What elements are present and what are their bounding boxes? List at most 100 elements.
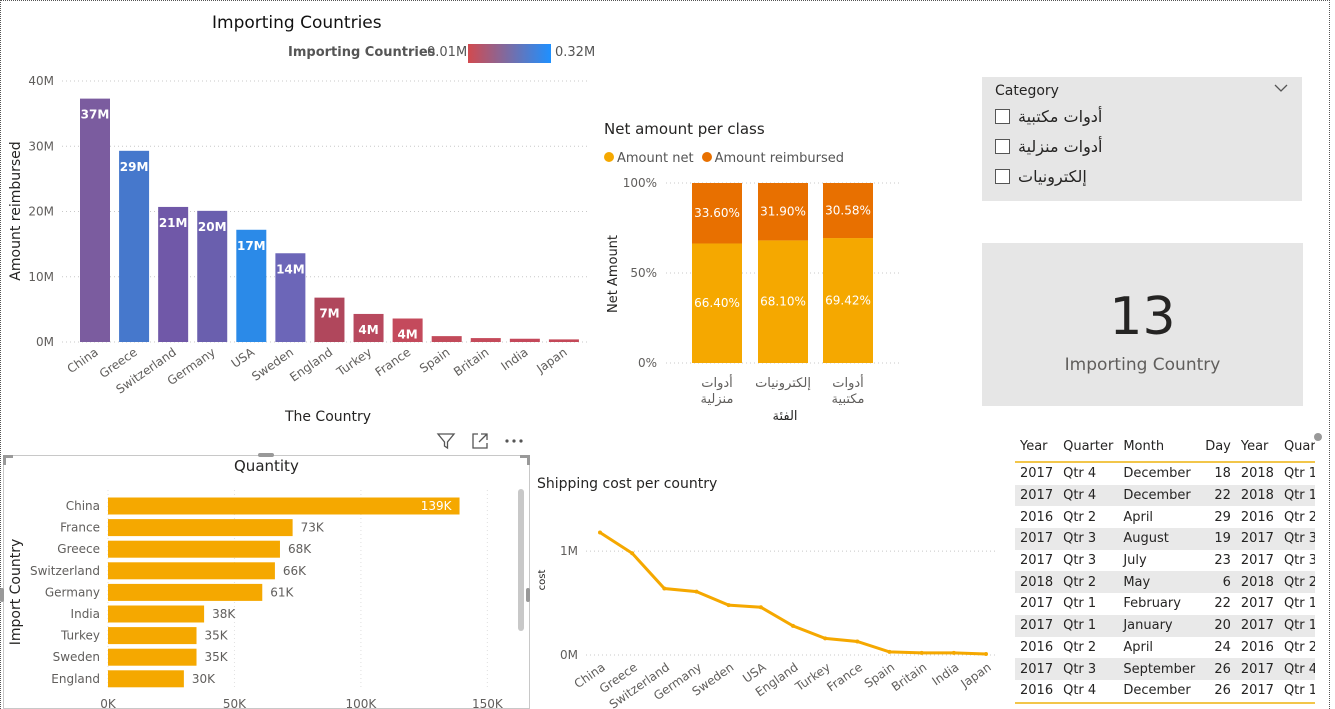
bar-data-label: 4M	[397, 328, 417, 342]
table-cell: 2017	[1235, 658, 1279, 680]
table-row[interactable]: 2016 Qtr 2 April 24 2016 Qtr 2	[1015, 637, 1315, 659]
bar[interactable]	[548, 339, 579, 342]
line-point[interactable]	[598, 530, 602, 535]
focus-mode-icon[interactable]	[470, 431, 490, 451]
table-cell: 2017	[1015, 614, 1059, 637]
legend-label: Amount reimbursed	[714, 151, 844, 166]
column-header[interactable]: Quarter	[1278, 432, 1315, 463]
bar[interactable]	[108, 562, 275, 580]
line-point[interactable]	[984, 651, 988, 656]
column-header[interactable]: Month	[1118, 432, 1201, 463]
bar[interactable]	[236, 229, 267, 342]
resize-handle[interactable]	[526, 588, 530, 602]
column-header[interactable]: Day	[1200, 432, 1236, 463]
y-tick-label: 30M	[28, 139, 54, 153]
checkbox[interactable]	[995, 108, 1010, 124]
more-options-icon[interactable]	[504, 431, 524, 451]
net-amount-chart: 0%50%100%66.40%33.60%أدواتمنزلية68.10%31…	[606, 176, 900, 424]
line-point[interactable]	[855, 639, 860, 644]
line-point[interactable]	[951, 650, 956, 655]
bar[interactable]	[392, 318, 423, 342]
stacked-bar-segment[interactable]	[692, 183, 742, 244]
table-row[interactable]: 2017 Qtr 1 January 20 2017 Qtr 1	[1015, 614, 1315, 637]
bar[interactable]	[353, 313, 384, 342]
table-cell: 2018	[1240, 466, 1274, 482]
table-row[interactable]: 2017 Qtr 3 August 19 2017 Qtr 3	[1015, 528, 1315, 550]
importing-legend-label: Importing Countries	[288, 45, 436, 60]
table-row[interactable]: 2017 Qtr 4 December 18 2018 Qtr 1	[1015, 462, 1315, 485]
chevron-down-icon[interactable]	[1274, 81, 1288, 95]
bar[interactable]	[108, 605, 205, 623]
checkbox[interactable]	[995, 138, 1010, 154]
column-header[interactable]: Year	[1235, 432, 1279, 463]
slicer-option[interactable]: أدوات مكتبية	[995, 105, 1102, 127]
line-point[interactable]	[887, 649, 892, 654]
scroll-indicator[interactable]	[1314, 433, 1322, 441]
line-point[interactable]	[662, 586, 667, 591]
net-legend-item[interactable]: Amount net	[604, 151, 694, 166]
resize-handle[interactable]	[0, 588, 4, 602]
table-cell: 2017	[1015, 528, 1059, 550]
table-row[interactable]: 2017 Qtr 4 December 22 2018 Qtr 1	[1015, 484, 1315, 507]
bar[interactable]	[108, 583, 263, 601]
series-line[interactable]	[599, 531, 987, 656]
net-chart-title: Net amount per class	[604, 120, 765, 138]
x-tick-label: 0K	[100, 697, 117, 709]
bar[interactable]	[275, 253, 306, 342]
table-row[interactable]: 2017 Qtr 3 September 26 2017 Qtr 4	[1015, 658, 1315, 680]
slicer-option[interactable]: أدوات منزلية	[995, 135, 1102, 157]
bar[interactable]	[108, 627, 197, 645]
stacked-bar-segment[interactable]	[758, 183, 808, 241]
stacked-bar-segment[interactable]	[823, 183, 873, 239]
scrollbar-thumb[interactable]	[518, 489, 524, 631]
bar[interactable]	[158, 206, 189, 342]
bar[interactable]	[80, 98, 110, 343]
bar-data-label: 61K	[270, 585, 294, 599]
line-point[interactable]	[630, 551, 635, 556]
resize-handle[interactable]	[258, 453, 274, 457]
line-point[interactable]	[694, 589, 699, 594]
bar[interactable]	[197, 210, 228, 342]
table-cell: Qtr 2	[1058, 571, 1119, 594]
bar[interactable]	[108, 519, 293, 537]
bar[interactable]	[470, 338, 501, 342]
bar[interactable]	[108, 648, 197, 666]
bar-data-label: 4M	[358, 323, 378, 337]
bar[interactable]	[108, 540, 280, 558]
line-point[interactable]	[919, 650, 924, 655]
table-cell: July	[1123, 553, 1147, 569]
table-cell: 2017	[1020, 596, 1054, 612]
line-point[interactable]	[726, 603, 731, 608]
net-legend-item[interactable]: Amount reimbursed	[701, 151, 844, 166]
bar[interactable]	[314, 297, 345, 342]
x-tick-label: Japan	[533, 345, 569, 376]
stacked-bar-segment[interactable]	[823, 238, 873, 363]
resize-handle[interactable]	[3, 455, 13, 465]
table-cell: 23	[1214, 553, 1231, 569]
resize-handle[interactable]	[520, 455, 530, 465]
bar[interactable]	[509, 338, 540, 342]
column-header[interactable]: Quarter	[1058, 432, 1119, 463]
filter-icon[interactable]	[436, 431, 456, 451]
stacked-bar-segment[interactable]	[758, 240, 808, 363]
table-row[interactable]: 2016 Qtr 4 December 26 2017 Qtr 1	[1015, 679, 1315, 704]
segment-data-label: 68.10%	[760, 295, 806, 309]
line-point[interactable]	[758, 605, 763, 610]
table-row[interactable]: 2017 Qtr 1 February 22 2017 Qtr 1	[1015, 593, 1315, 615]
checkbox[interactable]	[995, 168, 1010, 184]
bar[interactable]	[108, 670, 184, 688]
table-cell: Qtr 1	[1063, 596, 1097, 612]
slicer-option[interactable]: إلكترونيات	[995, 165, 1087, 187]
stacked-bar-segment[interactable]	[692, 243, 742, 363]
table-row[interactable]: 2016 Qtr 2 April 29 2016 Qtr 2	[1015, 506, 1315, 528]
table-row[interactable]: 2018 Qtr 2 May 6 2018 Qtr 2	[1015, 571, 1315, 594]
table-row[interactable]: 2017 Qtr 3 July 23 2017 Qtr 3	[1015, 550, 1315, 572]
bar[interactable]	[431, 336, 462, 342]
line-point[interactable]	[791, 623, 795, 628]
line-point[interactable]	[823, 636, 828, 641]
bar-data-label: 14M	[276, 262, 305, 276]
column-header[interactable]: Year	[1015, 432, 1059, 463]
bar[interactable]	[119, 150, 150, 342]
bar[interactable]	[108, 497, 460, 515]
